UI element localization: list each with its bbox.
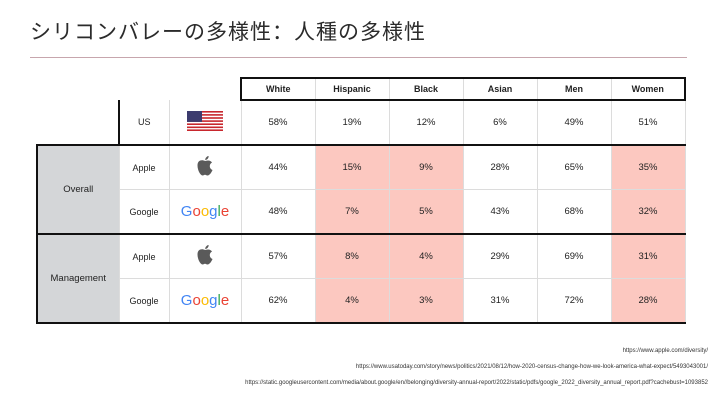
- management-apple-row: Management Apple 57% 8% 4% 29% 69% 31%: [36, 234, 686, 324]
- cell-value: 43%: [463, 189, 538, 235]
- us-white: 58%: [241, 100, 316, 146]
- cell-value: 69%: [537, 234, 612, 279]
- group-overall: Overall: [36, 144, 120, 235]
- col-header-men: Men: [537, 77, 612, 101]
- us-hispanic: 19%: [315, 100, 390, 146]
- company-label: Apple: [119, 234, 170, 279]
- cell-value: 4%: [315, 278, 390, 324]
- cell-value: 3%: [389, 278, 464, 324]
- cell-value: 72%: [537, 278, 612, 324]
- apple-logo-icon: [169, 234, 242, 279]
- cell-value: 31%: [611, 234, 686, 279]
- google-logo-icon: Google: [169, 189, 242, 235]
- cell-value: 29%: [463, 234, 538, 279]
- us-flag-icon: [169, 100, 242, 146]
- us-women: 51%: [611, 100, 686, 146]
- cell-value: 7%: [315, 189, 390, 235]
- us-men: 49%: [537, 100, 612, 146]
- company-label: Google: [119, 189, 170, 235]
- cell-value: 31%: [463, 278, 538, 324]
- col-header-asian: Asian: [463, 77, 538, 101]
- col-header-hispanic: Hispanic: [315, 77, 390, 101]
- cell-value: 68%: [537, 189, 612, 235]
- cell-value: 8%: [315, 234, 390, 279]
- slide-title: シリコンバレーの多様性：人種の多様性: [30, 20, 426, 44]
- cell-value: 32%: [611, 189, 686, 235]
- google-logo-icon: Google: [169, 278, 242, 324]
- col-header-white: White: [240, 77, 316, 101]
- us-asian: 6%: [463, 100, 538, 146]
- google-logo: Google: [180, 203, 230, 220]
- overall-google-row: Google Google 48% 7% 5% 43% 68% 32%: [37, 189, 686, 235]
- cell-value: 28%: [611, 278, 686, 324]
- cell-value: 28%: [463, 144, 538, 190]
- cell-value: 48%: [241, 189, 316, 235]
- cell-value: 5%: [389, 189, 464, 235]
- us-flag-icon-svg: [187, 110, 223, 131]
- col-header-women: Women: [611, 77, 686, 101]
- source-link-apple[interactable]: https://www.apple.com/diversity/: [622, 348, 708, 354]
- header-row: White Hispanic Black Asian Men Women: [37, 77, 686, 101]
- overall-apple-row: Overall Apple 44% 15% 9% 28% 65% 35%: [36, 144, 686, 235]
- group-management: Management: [36, 234, 120, 324]
- google-logo: Google: [180, 292, 230, 309]
- apple-logo-svg: [197, 245, 213, 265]
- title-divider: [30, 57, 687, 58]
- management-google-row: Google Google 62% 4% 3% 31% 72% 28%: [37, 278, 686, 324]
- company-label: Apple: [119, 144, 170, 190]
- cell-value: 65%: [537, 144, 612, 190]
- source-link-usatoday[interactable]: https://www.usatoday.com/story/news/poli…: [355, 364, 708, 370]
- col-header-black: Black: [389, 77, 464, 101]
- us-black: 12%: [389, 100, 464, 146]
- source-link-google[interactable]: https://static.googleusercontent.com/med…: [245, 380, 708, 386]
- us-row: US 58% 19% 12% 6% 49% 51%: [37, 100, 686, 146]
- cell-value: 9%: [389, 144, 464, 190]
- cell-value: 35%: [611, 144, 686, 190]
- cell-value: 44%: [241, 144, 316, 190]
- cell-value: 15%: [315, 144, 390, 190]
- apple-logo-icon: [169, 144, 242, 190]
- apple-logo-svg: [197, 156, 213, 176]
- cell-value: 4%: [389, 234, 464, 279]
- header-blank: [37, 78, 241, 100]
- us-label: US: [118, 100, 170, 146]
- company-label: Google: [119, 278, 170, 324]
- diversity-table: White Hispanic Black Asian Men Women US …: [36, 77, 686, 324]
- cell-value: 57%: [241, 234, 316, 279]
- cell-value: 62%: [241, 278, 316, 324]
